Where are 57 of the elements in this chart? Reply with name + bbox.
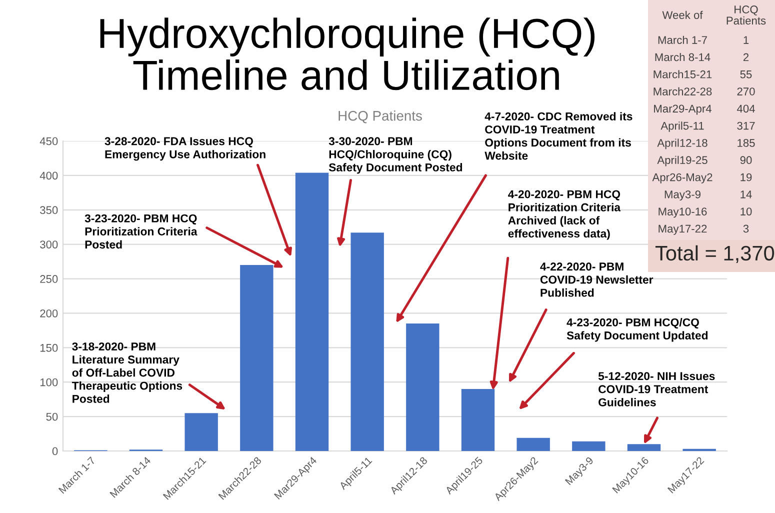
bar — [572, 441, 606, 451]
category-label: March15-21 — [654, 70, 712, 78]
category-label: April19-25 — [657, 156, 708, 166]
bar — [184, 413, 218, 451]
text: Week of — [662, 10, 703, 19]
y-tick-label: 50 — [46, 412, 58, 421]
data-label: 317 — [737, 122, 755, 130]
category-label: April5-11 — [660, 122, 704, 132]
annotation: 4-7-2020- CDC Removed its COVID-19 Treatment Options Document from its Website — [484, 112, 632, 160]
y-tick-label: 250 — [40, 275, 58, 283]
data-label: 55 — [740, 70, 752, 78]
data-label: 14 — [740, 190, 752, 198]
data-label: 10 — [740, 208, 752, 216]
category-label: March22-28 — [654, 87, 712, 96]
category-label: Apr26-May2 — [652, 173, 712, 184]
chart-title: Hydroxychloroquine (HCQ) Timeline and Utilization — [100, 18, 595, 90]
annotation: 3-28-2020- FDA Issues HCQ Emergency Use Authorization — [104, 137, 266, 161]
y-tick-label: 300 — [40, 240, 58, 248]
data-label: 3 — [743, 224, 749, 233]
annotation: Total = 1,370 — [655, 245, 774, 264]
y-tick-label: 100 — [40, 378, 58, 386]
data-label: 19 — [740, 173, 752, 182]
bar — [240, 265, 274, 451]
category-label: May3-9 — [664, 190, 700, 201]
text: HCQ Patients — [726, 6, 766, 25]
y-tick-label: 0 — [52, 447, 58, 456]
bar — [516, 438, 550, 451]
bar — [295, 172, 329, 451]
annotation: 4-23-2020- PBM HCQ/CQ Safety Document Updated — [566, 318, 708, 342]
y-tick-label: 400 — [40, 172, 58, 180]
data-label: 404 — [736, 104, 755, 113]
category-label: March 8-14 — [655, 52, 710, 62]
category-label: May17-22 — [658, 224, 707, 235]
y-tick-label: 200 — [40, 309, 58, 318]
annotation: 3-30-2020- PBM HCQ/Chloroquine (CQ) Safety Document Posted — [328, 137, 462, 174]
y-tick-label: 150 — [40, 344, 58, 352]
annotation: 4-22-2020- PBM COVID-19 Newsletter Published — [540, 262, 654, 297]
bar — [461, 389, 495, 451]
data-label: 2 — [743, 53, 749, 62]
bar — [350, 232, 384, 451]
y-tick-label: 350 — [40, 206, 58, 214]
category-label: April12-18 — [657, 138, 708, 150]
data-label: 270 — [737, 88, 755, 96]
data-label: 90 — [740, 156, 752, 164]
bar — [406, 324, 440, 451]
bar — [627, 444, 661, 451]
data-label: 1 — [744, 36, 749, 44]
annotation: 4-20-2020- PBM HCQ Prioritization Criteria Archived (lack of effectiveness data) — [508, 190, 621, 240]
category-label: May10-16 — [658, 208, 707, 218]
data-label: 185 — [738, 139, 755, 147]
annotation: 3-18-2020- PBM Literature Summary of Off-Label COVID Therapeutic Options Posted — [72, 342, 182, 403]
category-label: Mar29-Apr4 — [654, 104, 712, 115]
y-tick-label: 450 — [40, 137, 58, 146]
chart-subtitle: HCQ Patients — [338, 110, 422, 124]
annotation: 5-12-2020- NIH Issues COVID-19 Treatment Guidelines — [598, 372, 715, 406]
annotation: 3-23-2020- PBM HCQ Prioritization Criteria Posted — [84, 214, 198, 249]
category-label: March 1-7 — [658, 36, 707, 44]
